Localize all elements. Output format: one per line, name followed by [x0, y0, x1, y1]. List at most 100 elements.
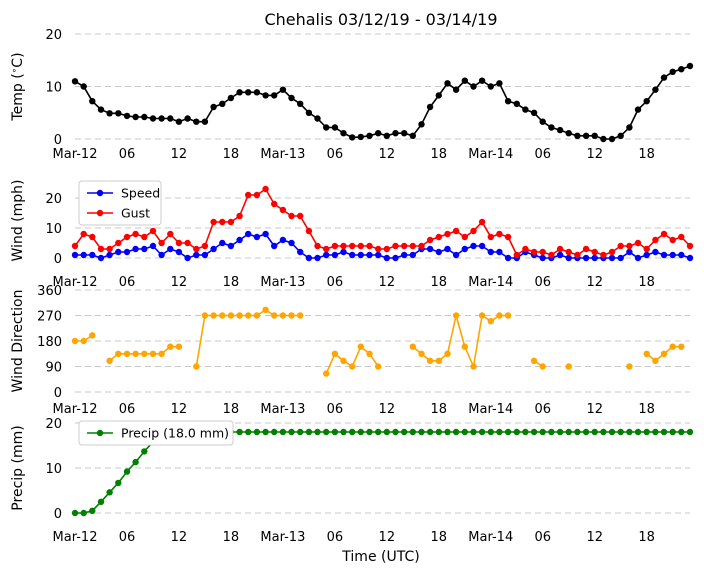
- data-point: [219, 218, 226, 226]
- data-point: [89, 332, 96, 339]
- data-point: [245, 89, 252, 96]
- panel-1: 0 10 20 Temp (∘C) Mar-12 06 12 18 Mar-13 06 12 18 Ma…: [10, 28, 694, 162]
- data-point: [426, 245, 434, 253]
- data-point: [175, 248, 183, 256]
- data-point: [262, 306, 269, 313]
- data-point: [80, 509, 87, 517]
- data-point: [634, 106, 642, 113]
- data-point: [375, 363, 382, 370]
- x-tick-label: 18: [223, 402, 240, 417]
- x-tick-label: 06: [327, 275, 344, 290]
- data-point: [340, 428, 347, 436]
- data-point: [452, 312, 460, 319]
- data-point: [539, 363, 546, 370]
- data-point: [366, 428, 373, 436]
- data-point: [279, 236, 287, 244]
- data-point: [444, 245, 451, 253]
- data-point: [634, 428, 642, 436]
- data-point: [461, 245, 468, 253]
- data-point: [253, 191, 261, 199]
- data-point: [97, 498, 105, 505]
- data-point: [331, 124, 339, 131]
- data-point: [184, 254, 191, 262]
- data-point: [539, 254, 546, 262]
- x-tick-label: 18: [431, 275, 448, 290]
- y-tick-label: 180: [37, 335, 62, 350]
- data-point: [435, 428, 442, 436]
- data-point: [669, 251, 676, 259]
- data-point: [201, 312, 209, 319]
- data-point: [123, 248, 131, 256]
- data-point: [643, 245, 650, 253]
- data-point: [375, 251, 382, 259]
- legend-box: [78, 420, 234, 446]
- data-point: [582, 245, 590, 253]
- data-point: [288, 239, 295, 247]
- data-point: [210, 103, 217, 111]
- data-point: [184, 115, 191, 122]
- data-point: [565, 428, 572, 436]
- data-point: [539, 428, 546, 436]
- x-tick-label: Mar-12: [53, 275, 98, 290]
- data-point: [600, 428, 607, 436]
- data-point: [487, 83, 494, 90]
- x-tick-label: Mar-14: [468, 402, 513, 417]
- y-tick-label: 0: [54, 386, 62, 401]
- data-point: [271, 92, 278, 99]
- data-point: [504, 254, 512, 262]
- x-tick-label: 06: [327, 147, 344, 162]
- data-point: [643, 428, 650, 436]
- data-point: [288, 212, 295, 220]
- data-point: [149, 242, 157, 250]
- data-point: [539, 248, 546, 256]
- data-point: [271, 312, 278, 319]
- x-tick-label: 18: [638, 530, 655, 545]
- series-precip-18-0-mm: [71, 428, 694, 517]
- x-tick-label: Mar-14: [468, 147, 513, 162]
- y-axis-label: Precip (mm): [10, 425, 26, 510]
- data-point: [461, 343, 468, 350]
- data-point: [487, 233, 494, 241]
- data-point: [115, 350, 122, 357]
- x-tick-label: 18: [638, 275, 655, 290]
- data-point: [522, 245, 529, 253]
- data-point: [652, 236, 659, 244]
- data-point: [331, 251, 339, 259]
- x-tick-label: 18: [431, 402, 448, 417]
- data-point: [340, 357, 347, 364]
- x-tick-label: Mar-13: [260, 275, 305, 290]
- data-point: [184, 239, 191, 247]
- y-tick-label: 360: [37, 284, 62, 299]
- y-tick-label: 0: [54, 252, 62, 267]
- data-point: [409, 251, 416, 259]
- data-point: [487, 428, 494, 436]
- data-point: [357, 242, 364, 250]
- data-point: [435, 233, 442, 241]
- data-point: [409, 132, 416, 139]
- series-line: [71, 306, 685, 377]
- panel-4: 0 10 20 Precip (mm) Mar-12 06 12 18 Mar-13 06 12 18…: [10, 417, 694, 545]
- data-point: [452, 251, 460, 259]
- y-axis-label: Temp (∘C): [10, 52, 26, 121]
- data-point: [71, 251, 79, 259]
- x-tick-label: 06: [534, 147, 551, 162]
- x-tick-label: 18: [638, 147, 655, 162]
- data-point: [392, 254, 399, 262]
- data-point: [582, 254, 590, 262]
- x-tick-label: 06: [327, 530, 344, 545]
- data-point: [643, 251, 650, 259]
- data-point: [678, 233, 685, 241]
- data-point: [556, 251, 564, 259]
- data-point: [548, 251, 555, 259]
- x-tick-label: 18: [638, 402, 655, 417]
- data-point: [331, 428, 339, 436]
- data-point: [375, 428, 382, 436]
- data-point: [279, 206, 287, 214]
- data-point: [669, 428, 676, 436]
- data-point: [470, 83, 477, 90]
- data-point: [132, 245, 139, 253]
- data-point: [660, 230, 668, 238]
- data-point: [97, 254, 105, 262]
- data-point: [106, 245, 113, 253]
- data-point: [349, 428, 356, 436]
